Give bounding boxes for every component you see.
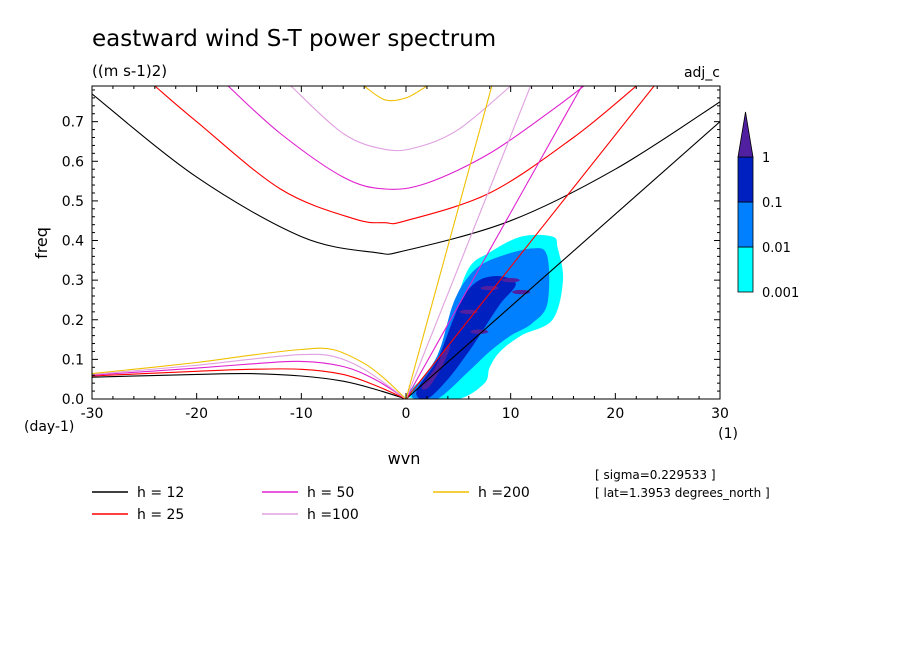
- rossby-curve-0: [92, 373, 407, 399]
- y-tick-label: 0.5: [62, 194, 84, 210]
- contour-streak-2: [501, 277, 520, 283]
- rossby-curve-1: [92, 368, 407, 399]
- ig-curve-3: [290, 86, 512, 152]
- kelvin-line-1: [405, 86, 655, 399]
- corner-label: adj_c: [684, 65, 720, 81]
- colorbar-box-2: [737, 156, 754, 203]
- y-tick-label: 0.4: [62, 234, 84, 250]
- chart-title: eastward wind S-T power spectrum: [92, 26, 496, 52]
- y-unit-label: (day-1): [24, 419, 74, 435]
- colorbar-arrow: [737, 111, 754, 158]
- y-tick-label: 0.7: [62, 115, 84, 131]
- legend: h = 12 h = 25 h = 50 h =100 h =200: [92, 485, 530, 523]
- colorbar: 0.001 0.01 0.1 1: [737, 111, 799, 301]
- plot-frame: [91, 85, 721, 400]
- kelvin-line-0: [405, 121, 720, 399]
- kelvin-line-2: [405, 86, 583, 399]
- y-tick-label: 0.3: [62, 273, 84, 289]
- x-tick-label: 30: [711, 406, 729, 422]
- legend-label-0: h = 12: [137, 485, 184, 501]
- ig-curve-4: [363, 86, 428, 102]
- spectrum-contours: [407, 234, 564, 399]
- x-unit-label: (1): [718, 426, 738, 442]
- legend-label-2: h = 50: [307, 485, 354, 501]
- x-tick-label: 0: [402, 406, 411, 422]
- info-sigma: [ sigma=0.229533 ]: [595, 468, 716, 482]
- contour-streak-0: [459, 309, 478, 315]
- ig-curve-0: [92, 93, 720, 255]
- colorbar-label: 0.01: [762, 241, 791, 256]
- ig-curve-2: [227, 86, 585, 190]
- colorbar-label: 1: [762, 151, 770, 166]
- colorbar-box-0: [737, 246, 754, 293]
- x-tick-label: -10: [290, 406, 313, 422]
- rossby-curve-4: [92, 347, 407, 399]
- y-tick-label: 0.1: [62, 352, 84, 368]
- y-tick-label: 0.2: [62, 313, 84, 329]
- legend-label-1: h = 25: [137, 507, 184, 523]
- colorbar-box-1: [737, 201, 754, 248]
- x-tick-label: 10: [502, 406, 520, 422]
- kelvin-line-3: [405, 86, 532, 399]
- rossby-curve-3: [92, 353, 407, 399]
- x-axis-label: wvn: [388, 449, 421, 468]
- colorbar-label: 0.001: [762, 286, 799, 301]
- units-label: ((m s-1)2): [92, 62, 167, 80]
- y-tick-label: 0.0: [62, 392, 84, 408]
- colorbar-label: 0.1: [762, 196, 783, 211]
- contour-streak-3: [470, 329, 489, 334]
- info-lat: [ lat=1.3953 degrees_north ]: [595, 486, 770, 500]
- plot-area: [92, 86, 720, 399]
- ig-curve-1: [154, 86, 637, 225]
- legend-label-3: h =100: [307, 507, 359, 523]
- kelvin-line-4: [405, 86, 493, 399]
- y-tick-label: 0.6: [62, 154, 84, 170]
- legend-label-4: h =200: [478, 485, 530, 501]
- x-tick-label: 20: [606, 406, 624, 422]
- y-axis-label: freq: [32, 227, 51, 259]
- axis-ticks: -30 -20 -10 0 10 20 30 0.0 0.1 0.2 0.3 0.4 0.5 0.6 0.7: [62, 86, 729, 422]
- x-tick-label: -20: [185, 406, 208, 422]
- contour-streak-1: [480, 285, 499, 291]
- dispersion-curves: [92, 86, 720, 399]
- x-tick-label: -30: [81, 406, 104, 422]
- rossby-curve-2: [92, 360, 407, 399]
